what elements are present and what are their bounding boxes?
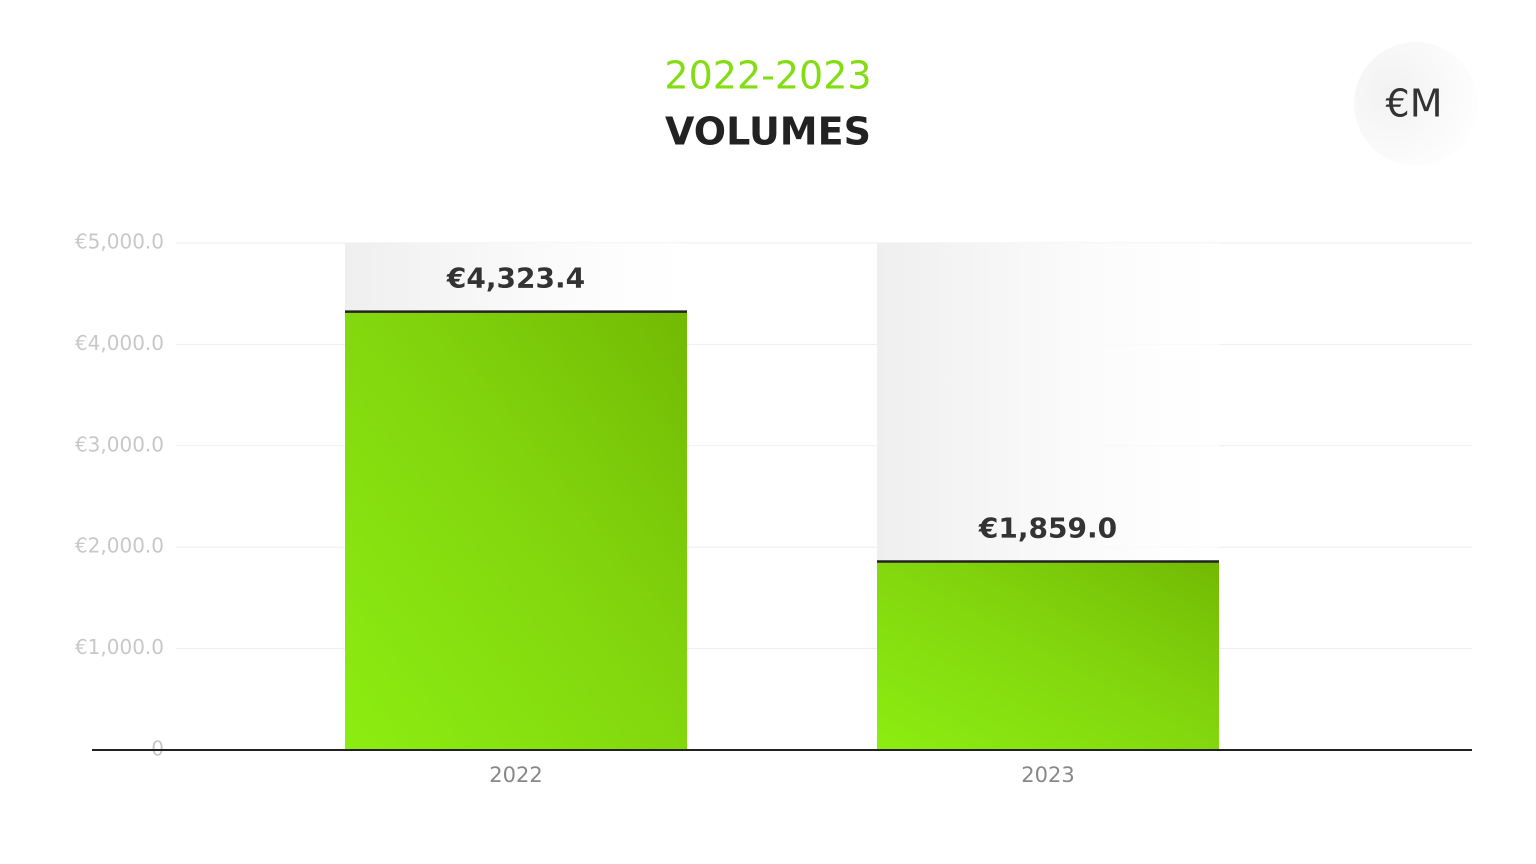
bar-shade	[345, 311, 687, 750]
y-tick-label: €1,000.0	[75, 635, 164, 659]
y-tick-label: 0	[151, 737, 164, 761]
chart-title: 2022-2023	[664, 54, 871, 98]
unit-badge-circle	[1354, 42, 1478, 166]
bar-shade	[877, 561, 1219, 750]
y-tick-label: €3,000.0	[75, 432, 164, 456]
y-tick-label: €2,000.0	[75, 534, 164, 558]
x-tick-label: 2023	[1021, 763, 1074, 787]
unit-badge: €M	[1386, 82, 1443, 126]
y-tick-label: €5,000.0	[75, 230, 164, 254]
value-label: €4,323.4	[446, 262, 585, 295]
y-tick-label: €4,000.0	[75, 331, 164, 355]
bar-background	[345, 243, 687, 312]
x-tick-label: 2022	[489, 763, 542, 787]
bar-background	[877, 243, 1219, 562]
chart-subtitle: VOLUMES	[665, 110, 871, 154]
value-label: €1,859.0	[978, 511, 1117, 544]
